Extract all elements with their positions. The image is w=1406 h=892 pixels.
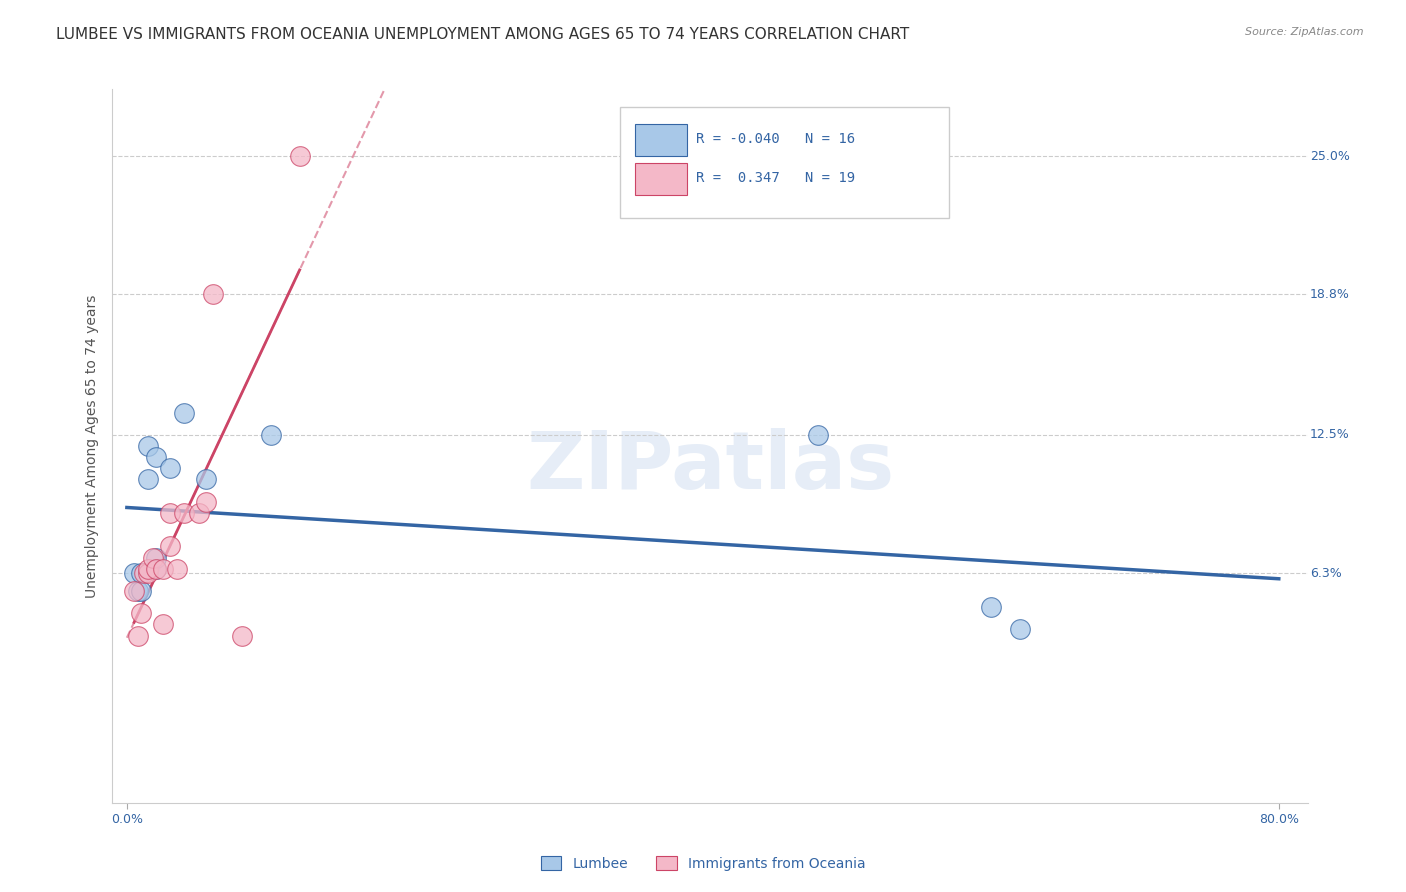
Point [142, 550, 165, 565]
Point [202, 287, 225, 301]
Point [138, 439, 160, 453]
Point [122, 583, 145, 598]
Point [127, 628, 149, 642]
Point [231, 628, 253, 642]
Text: R = -0.040   N = 16: R = -0.040 N = 16 [696, 132, 855, 146]
FancyBboxPatch shape [620, 107, 949, 218]
Point [129, 566, 152, 581]
Point [159, 461, 181, 475]
Point [145, 450, 167, 464]
Point [288, 149, 311, 163]
Point [138, 473, 160, 487]
Point [134, 566, 156, 581]
Text: 25.0%: 25.0% [1310, 150, 1350, 162]
Point [138, 566, 160, 581]
Point [129, 607, 152, 621]
Text: Source: ZipAtlas.com: Source: ZipAtlas.com [1246, 27, 1364, 37]
Point [173, 405, 195, 419]
Text: 12.5%: 12.5% [1310, 428, 1350, 442]
Text: 18.8%: 18.8% [1310, 288, 1350, 301]
Point [152, 617, 174, 632]
Point [152, 562, 174, 576]
Point [173, 506, 195, 520]
FancyBboxPatch shape [634, 163, 688, 194]
Point [122, 566, 145, 581]
Point [195, 473, 218, 487]
Text: ZIPatlas: ZIPatlas [526, 428, 894, 507]
Point [129, 583, 152, 598]
Point [145, 562, 167, 576]
Point [166, 562, 188, 576]
Point [807, 427, 830, 442]
Point [127, 583, 149, 598]
Point [159, 539, 181, 553]
Point [145, 550, 167, 565]
Point [159, 506, 181, 520]
Point [260, 427, 283, 442]
FancyBboxPatch shape [634, 124, 688, 155]
Text: 6.3%: 6.3% [1310, 566, 1341, 580]
Legend: Lumbee, Immigrants from Oceania: Lumbee, Immigrants from Oceania [536, 850, 870, 876]
Point [187, 506, 209, 520]
Text: LUMBEE VS IMMIGRANTS FROM OCEANIA UNEMPLOYMENT AMONG AGES 65 TO 74 YEARS CORRELA: LUMBEE VS IMMIGRANTS FROM OCEANIA UNEMPL… [56, 27, 910, 42]
Point [138, 562, 160, 576]
Point [980, 599, 1002, 614]
Point [145, 562, 167, 576]
Y-axis label: Unemployment Among Ages 65 to 74 years: Unemployment Among Ages 65 to 74 years [84, 294, 98, 598]
Point [1008, 622, 1031, 636]
Point [195, 494, 218, 508]
Text: R =  0.347   N = 19: R = 0.347 N = 19 [696, 171, 855, 186]
